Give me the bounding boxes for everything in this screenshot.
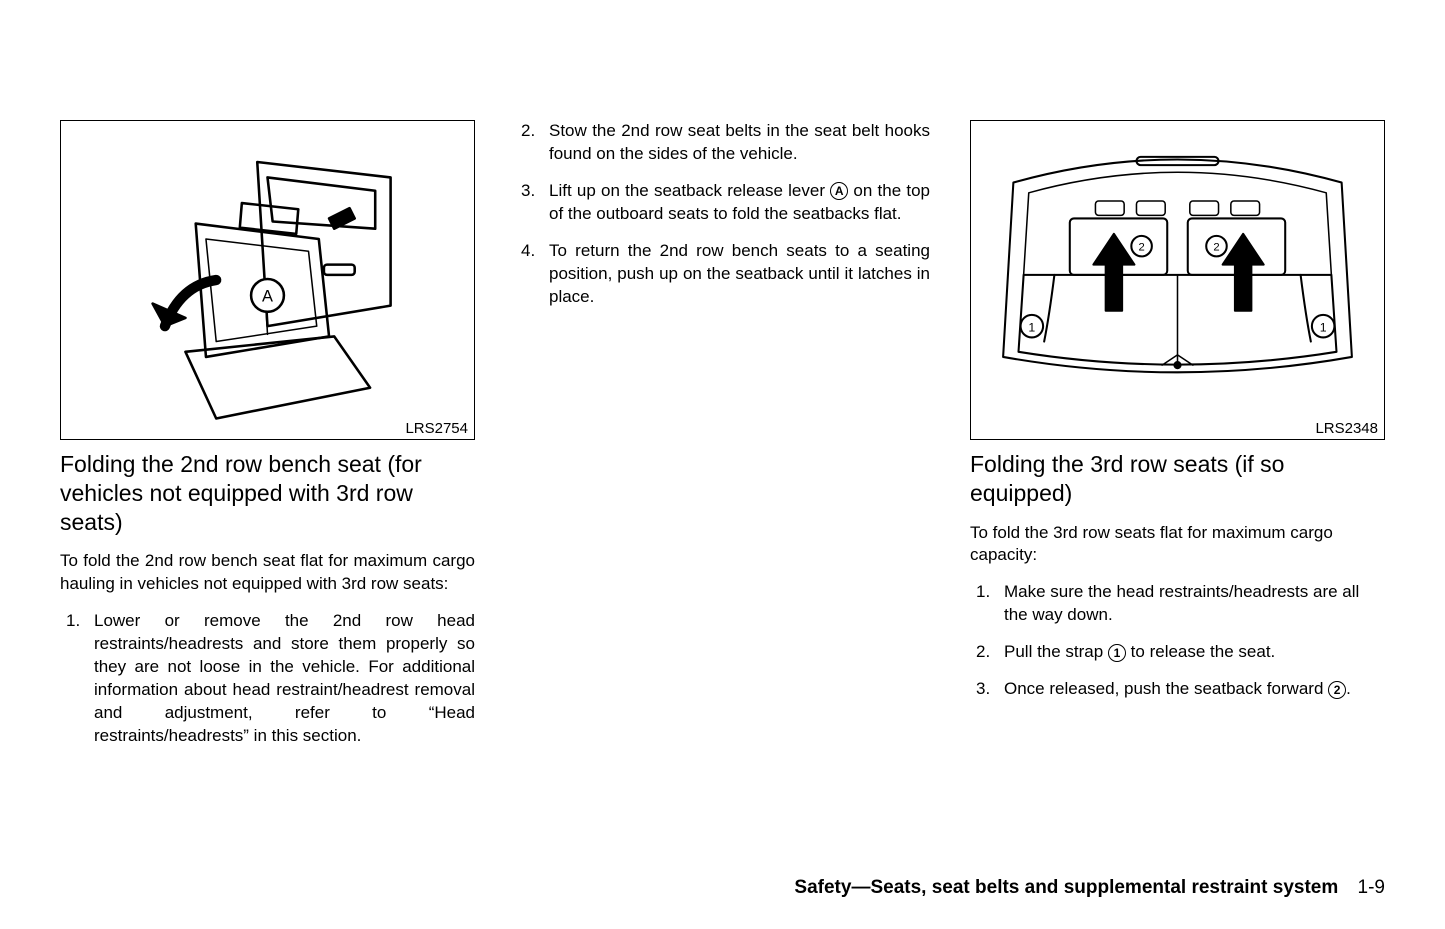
step3-pre: Lift up on the seatback release lever	[549, 181, 830, 200]
column-3: 1 1 2 2 LRS2	[970, 120, 1385, 879]
svg-text:1: 1	[1028, 320, 1035, 334]
col3-intro: To fold the 3rd row seats flat for maxim…	[970, 522, 1385, 568]
col1-heading: Folding the 2nd row bench seat (for vehi…	[60, 450, 475, 536]
figure-2: 1 1 2 2 LRS2	[970, 120, 1385, 440]
footer-page: 1-9	[1358, 877, 1385, 898]
page-content: A LRS2754 Folding the 2nd row bench seat…	[60, 120, 1385, 879]
figure-2-label: LRS2348	[1315, 420, 1378, 437]
col1-steps: Lower or remove the 2nd row head restrai…	[60, 610, 475, 762]
col2-step3: Lift up on the seatback release lever A …	[515, 180, 930, 226]
col2-step2: Stow the 2nd row seat belts in the seat …	[515, 120, 930, 166]
column-2: Stow the 2nd row seat belts in the seat …	[515, 120, 930, 879]
step2-pre: Pull the strap	[1004, 642, 1108, 661]
circled-1: 1	[1108, 644, 1126, 662]
svg-text:2: 2	[1213, 241, 1219, 253]
seat-fold-illustration: A	[61, 121, 474, 439]
step2-post: to release the seat.	[1126, 642, 1275, 661]
footer-section: Safety—Seats, seat belts and supplementa…	[794, 877, 1338, 898]
figure-1-label: LRS2754	[405, 420, 468, 437]
svg-text:2: 2	[1138, 241, 1144, 253]
column-1: A LRS2754 Folding the 2nd row bench seat…	[60, 120, 475, 879]
col1-intro: To fold the 2nd row bench seat flat for …	[60, 550, 475, 596]
figure-1: A LRS2754	[60, 120, 475, 440]
step3b-pre: Once released, push the seatback forward	[1004, 679, 1328, 698]
col3-heading: Folding the 3rd row seats (if so equippe…	[970, 450, 1385, 508]
circled-2: 2	[1328, 681, 1346, 699]
col1-step1: Lower or remove the 2nd row head restrai…	[60, 610, 475, 748]
svg-text:A: A	[262, 288, 273, 306]
col3-step1: Make sure the head restraints/headrests …	[970, 581, 1385, 627]
col2-step4: To return the 2nd row bench seats to a s…	[515, 240, 930, 309]
page-footer: Safety—Seats, seat belts and supplementa…	[794, 877, 1385, 899]
cargo-area-illustration: 1 1 2 2	[971, 121, 1384, 439]
svg-text:1: 1	[1320, 320, 1327, 334]
col2-steps: Stow the 2nd row seat belts in the seat …	[515, 120, 930, 323]
col3-steps: Make sure the head restraints/headrests …	[970, 581, 1385, 715]
col3-step2: Pull the strap 1 to release the seat.	[970, 641, 1385, 664]
col3-step3: Once released, push the seatback forward…	[970, 678, 1385, 701]
step3b-post: .	[1346, 679, 1351, 698]
circled-a: A	[830, 182, 848, 200]
